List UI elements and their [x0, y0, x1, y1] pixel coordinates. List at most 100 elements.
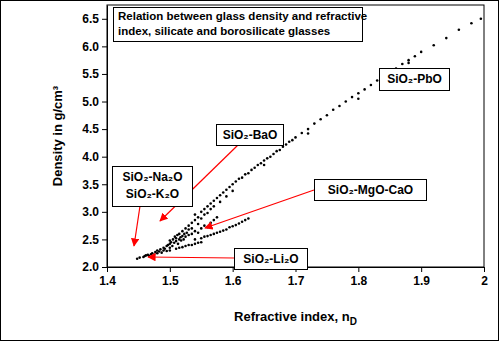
- annotation-box: [113, 167, 193, 207]
- annotation: SiO₂-BaO: [223, 128, 278, 142]
- point: [138, 256, 141, 259]
- point: [432, 44, 435, 47]
- point: [175, 240, 178, 243]
- point: [216, 216, 219, 219]
- point: [197, 241, 200, 244]
- point: [272, 153, 275, 156]
- point: [285, 143, 288, 146]
- annotation: SiO₂-Na₂O: [122, 170, 182, 184]
- point: [194, 230, 197, 233]
- point: [480, 17, 483, 20]
- x-tick: 1.6: [225, 267, 242, 288]
- point: [241, 220, 244, 223]
- y-tick-mark: [102, 19, 107, 20]
- point: [136, 257, 139, 260]
- point: [200, 227, 203, 230]
- point: [225, 228, 228, 231]
- point: [187, 224, 190, 227]
- point: [351, 96, 354, 99]
- x-tick-label: 1.6: [225, 274, 242, 288]
- point: [357, 97, 360, 100]
- point: [225, 195, 228, 198]
- point: [181, 230, 184, 233]
- y-tick: 3.0: [82, 205, 107, 219]
- point: [213, 205, 216, 208]
- point: [213, 233, 216, 236]
- point: [170, 241, 173, 244]
- point: [165, 250, 168, 253]
- chart-border: [1, 1, 499, 341]
- x-tick-mark: [170, 267, 171, 272]
- annotation: SiO₂-K₂O: [126, 187, 179, 201]
- annotation-box: [315, 180, 427, 201]
- point: [200, 241, 203, 244]
- point: [191, 244, 194, 247]
- y-axis: 2.02.53.03.54.04.55.05.56.06.5: [82, 6, 107, 275]
- point: [177, 243, 180, 246]
- point: [197, 232, 200, 235]
- y-tick-label: 6.5: [82, 12, 99, 26]
- x-tick: 2: [481, 267, 488, 288]
- point: [194, 219, 197, 222]
- point: [203, 224, 206, 227]
- annotation-box: [380, 69, 450, 91]
- y-tick-label: 3.5: [82, 178, 99, 192]
- y-tick: 5.5: [82, 67, 107, 81]
- point: [203, 213, 206, 216]
- point: [228, 226, 231, 229]
- point: [213, 200, 216, 203]
- point: [209, 202, 212, 205]
- y-tick: 2.0: [82, 260, 107, 274]
- x-tick-mark: [107, 267, 108, 272]
- annotation: SiO₂-Li₂O: [243, 252, 298, 266]
- point: [231, 225, 234, 228]
- point: [222, 229, 225, 232]
- point: [203, 235, 206, 238]
- annotation-arrow: [148, 257, 234, 258]
- y-tick: 3.5: [82, 178, 107, 192]
- y-tick-mark: [102, 212, 107, 213]
- point: [376, 79, 379, 82]
- point: [184, 235, 187, 238]
- point: [266, 157, 269, 160]
- y-tick-label: 6.0: [82, 40, 99, 54]
- point: [291, 139, 294, 142]
- y-tick-label: 2.5: [82, 233, 99, 247]
- title-box: Relation between glass density and refra…: [114, 8, 368, 42]
- point: [231, 183, 234, 186]
- point: [219, 194, 222, 197]
- y-axis-line: [107, 6, 108, 268]
- y-tick-label: 2.0: [82, 260, 99, 274]
- x-axis: 1.41.51.61.71.81.92: [99, 267, 488, 288]
- point: [160, 251, 163, 254]
- point: [197, 223, 200, 226]
- point: [209, 222, 212, 225]
- point: [187, 244, 190, 247]
- point: [197, 216, 200, 219]
- y-tick-mark: [102, 157, 107, 158]
- point: [414, 55, 417, 58]
- point: [178, 233, 181, 236]
- title: Relation between glass density and refra…: [118, 10, 367, 22]
- point: [225, 188, 228, 191]
- y-tick: 2.5: [82, 233, 107, 247]
- y-tick-mark: [102, 267, 107, 268]
- point: [219, 201, 222, 204]
- y-tick-label: 4.5: [82, 122, 99, 136]
- point: [260, 162, 263, 165]
- point: [153, 254, 156, 257]
- point: [213, 219, 216, 222]
- point: [185, 232, 188, 235]
- point: [250, 169, 253, 172]
- point: [178, 246, 181, 249]
- point: [363, 88, 366, 91]
- point: [228, 186, 231, 189]
- point: [206, 235, 209, 238]
- y-tick-mark: [102, 102, 107, 103]
- point: [247, 172, 250, 175]
- point: [172, 238, 175, 241]
- point: [244, 219, 247, 222]
- x-tick-label: 1.9: [413, 274, 430, 288]
- point: [175, 247, 178, 250]
- point: [420, 51, 423, 54]
